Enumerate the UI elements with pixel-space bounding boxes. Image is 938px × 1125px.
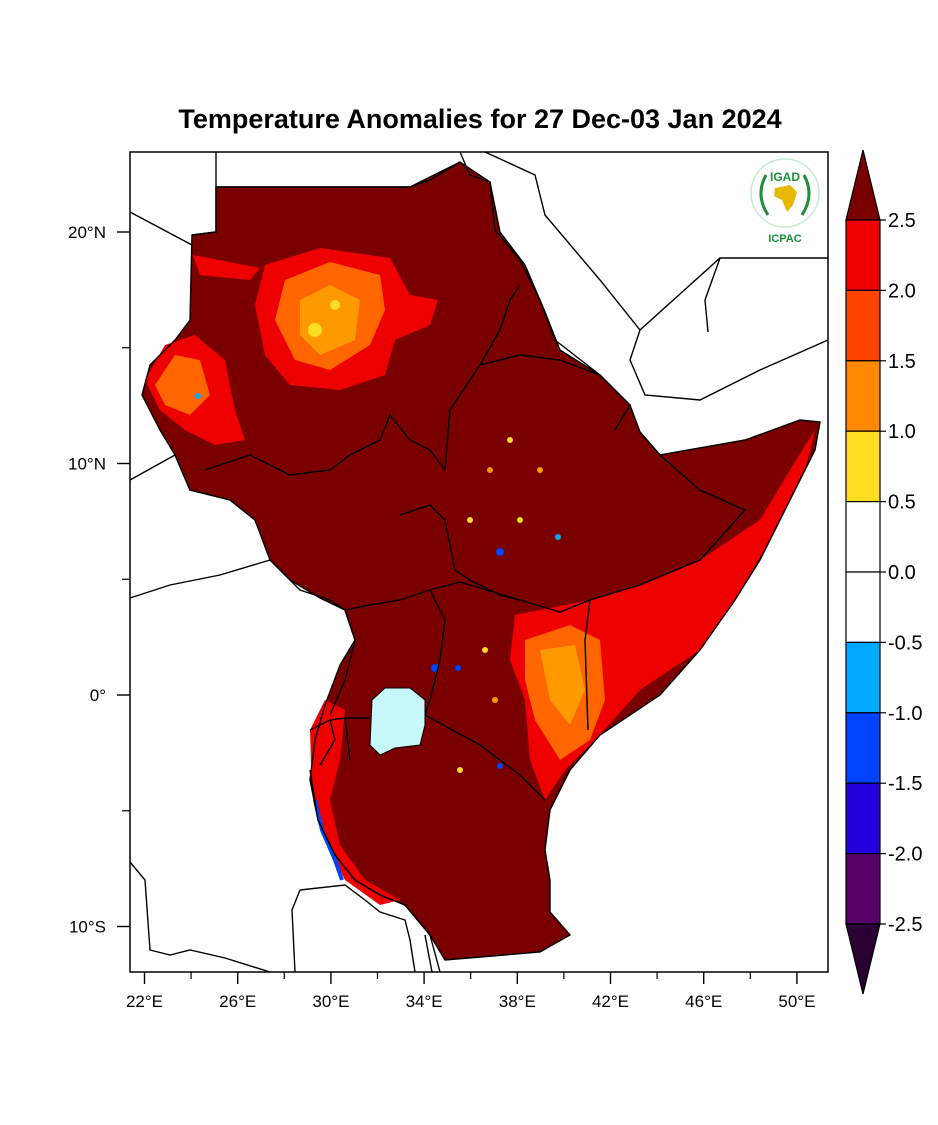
colorbar-segment <box>845 712 881 784</box>
x-tick-label: 42°E <box>592 992 629 1011</box>
border-arabia-south <box>629 329 829 401</box>
colorbar-segment <box>845 430 881 503</box>
warm-speck <box>482 647 488 653</box>
lake-victoria <box>369 687 426 756</box>
map-title: Temperature Anomalies for 27 Dec-03 Jan … <box>178 104 782 134</box>
border-southsudan-ethiopia <box>399 504 521 601</box>
africa-map-icon <box>774 185 797 212</box>
anomaly-warm-east <box>540 645 585 725</box>
anomaly-warm-sudan <box>300 285 360 355</box>
colorbar-segment <box>845 571 881 644</box>
border-egypt-arabia <box>484 151 828 332</box>
cool-spot <box>455 665 461 671</box>
laurel-left-icon <box>759 174 770 216</box>
border-sudan-ethiopia <box>479 284 521 366</box>
y-tick-label: 10°N <box>68 455 106 474</box>
colorbar-segment <box>845 641 881 714</box>
x-tick-label: 50°E <box>778 992 815 1011</box>
colorbar-label: -0.5 <box>888 632 922 654</box>
cool-spot <box>497 763 503 769</box>
y-tick-label: 20°N <box>68 223 106 242</box>
warm-speck <box>537 467 543 473</box>
colorbar-segment <box>845 219 881 292</box>
warm-speck <box>457 767 463 773</box>
anomaly-low-spot <box>308 323 322 337</box>
anomaly-high-west-strip <box>193 255 260 280</box>
border-sudan-ethiopia-2 <box>444 354 561 471</box>
warm-speck <box>492 697 498 703</box>
colorbar-segment <box>845 289 881 362</box>
icpac-logo: IGAD ICPAC <box>750 158 820 245</box>
border-drc-zambia <box>129 861 271 973</box>
x-tick-label: 38°E <box>499 992 536 1011</box>
warm-speck <box>487 467 493 473</box>
border-sudan-egypt <box>215 152 461 188</box>
cool-spot <box>496 548 504 556</box>
x-axis: 22°E 26°E 30°E 34°E 38°E 42°E 46°E 50°E <box>126 972 815 1011</box>
colorbar-label: 2.5 <box>888 210 916 232</box>
y-tick-label: 0° <box>90 686 106 705</box>
x-tick-label: 34°E <box>406 992 443 1011</box>
colorbar: 2.5 2.0 1.5 1.0 0.5 0.0 -0.5 -1.0 -1.5 -2.0 -2.5 <box>845 149 922 995</box>
border-malawi-lake <box>424 934 433 973</box>
warm-speck <box>517 517 523 523</box>
x-tick-label: 26°E <box>219 992 256 1011</box>
x-tick-label: 30°E <box>312 992 349 1011</box>
anomaly-field <box>142 162 820 960</box>
colorbar-label: 0.0 <box>888 562 916 584</box>
colorbar-label: 1.5 <box>888 351 916 373</box>
colorbar-label: 2.0 <box>888 280 916 302</box>
border-kenya-somalia <box>584 599 591 731</box>
logo-bottom-text: ICPAC <box>768 233 801 245</box>
x-tick-label: 46°E <box>685 992 722 1011</box>
warm-speck <box>467 517 473 523</box>
colorbar-label: -2.0 <box>888 844 922 866</box>
colorbar-segment <box>845 782 881 855</box>
colorbar-label: 0.5 <box>888 492 916 514</box>
colorbar-label: -1.0 <box>888 703 922 725</box>
colorbar-top-arrow <box>845 149 881 221</box>
border-chad-sudan <box>191 187 217 236</box>
colorbar-label: -2.5 <box>888 914 922 936</box>
y-tick-label: 10°S <box>69 918 106 937</box>
lake-tanganyika <box>313 799 344 881</box>
x-tick-label: 22°E <box>126 992 163 1011</box>
country-boundaries <box>129 151 829 973</box>
y-axis: 20°N 10°N 0° 10°S <box>68 223 130 937</box>
border-sudan-southsudan <box>204 413 446 476</box>
colorbar-segment <box>845 501 881 573</box>
border-region-outline <box>141 161 821 961</box>
colorbar-segment <box>845 852 881 925</box>
colorbar-label: -1.5 <box>888 773 922 795</box>
warm-speck <box>507 437 513 443</box>
border-uganda-kenya <box>424 589 446 716</box>
border-red-sea-coast <box>459 151 601 376</box>
border-chad-libya <box>129 211 193 246</box>
laurel-right-icon <box>800 174 811 216</box>
anomaly-low-spot <box>330 300 340 310</box>
anomaly-mid-chad <box>155 355 210 415</box>
colorbar-bottom-arrow <box>845 923 881 995</box>
border-zambia-malawi <box>299 884 416 973</box>
colorbar-label: 1.0 <box>888 421 916 443</box>
colorbar-segment <box>845 360 881 432</box>
border-yemen <box>704 257 721 333</box>
cool-spot <box>195 393 201 399</box>
cool-spot <box>555 534 561 540</box>
border-southsudan-south <box>344 581 461 611</box>
map-frame <box>129 151 829 973</box>
border-mozambique <box>291 889 301 973</box>
border-kenya-ethiopia <box>459 581 591 613</box>
border-kenya-tanzania <box>424 714 546 801</box>
logo-top-text: IGAD <box>770 170 800 184</box>
